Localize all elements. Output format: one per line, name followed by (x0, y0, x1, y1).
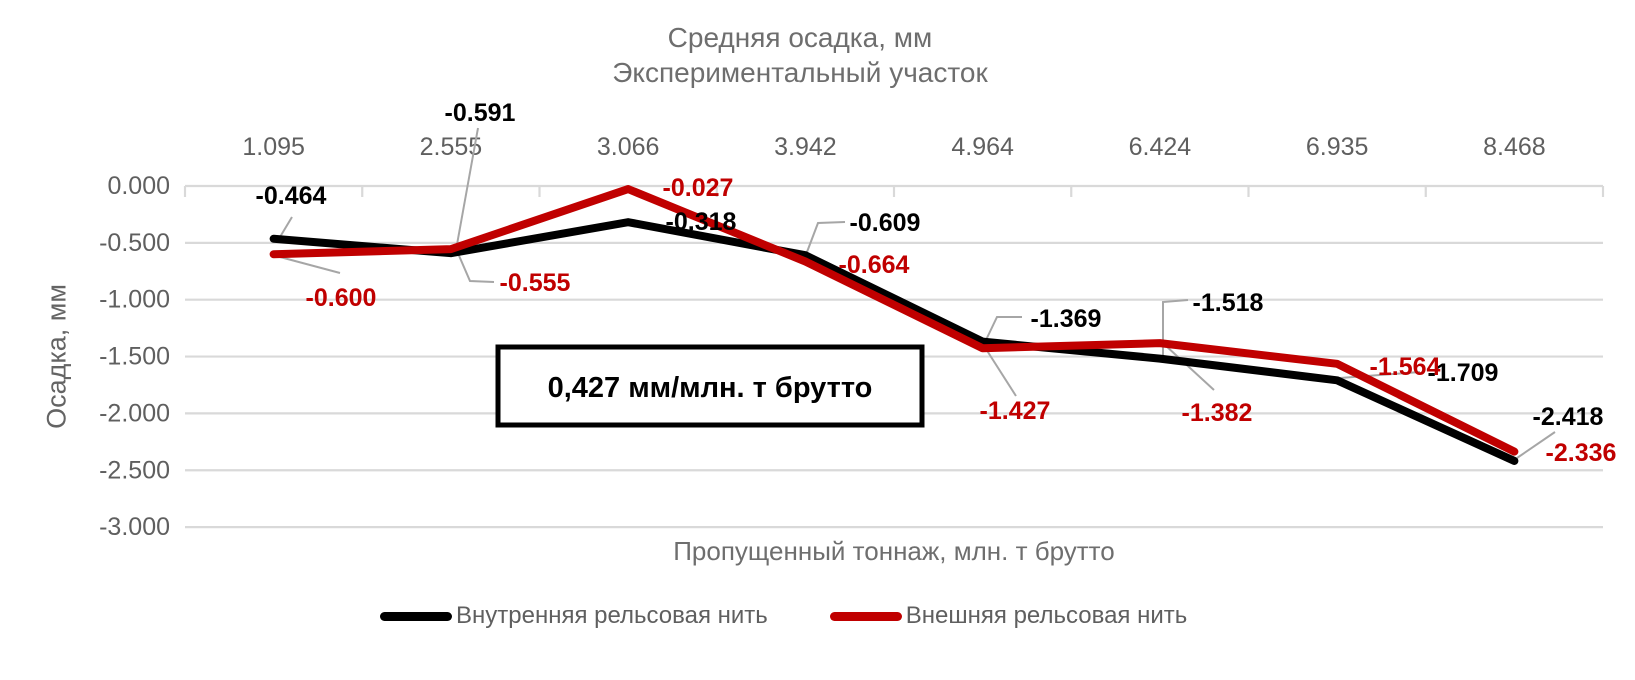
leader-line (455, 127, 479, 251)
legend-swatch-inner-rail-icon (380, 611, 452, 621)
annotation-text: 0,427 мм/млн. т брутто (548, 372, 873, 404)
data-label: -0.318 (666, 208, 737, 236)
x-tick-label: 4.964 (951, 133, 1014, 161)
data-label: -1.709 (1428, 359, 1499, 387)
leader-line (1164, 344, 1215, 391)
chart-title-line1: Средняя осадка, мм (667, 22, 933, 53)
y-tick-label: -2.500 (99, 456, 170, 484)
legend-label-outer-rail: Внешняя рельсовая нить (905, 602, 1188, 629)
data-label: -0.027 (663, 174, 734, 202)
data-label: -2.418 (1533, 403, 1604, 431)
y-tick-label: -3.000 (99, 513, 170, 541)
data-label: -0.555 (500, 269, 571, 297)
y-tick-label: -2.000 (99, 399, 170, 427)
legend-item-outer-rail: Внешняя рельсовая нить (829, 602, 1188, 630)
data-label: -1.564 (1370, 353, 1441, 381)
data-label: -0.600 (306, 284, 377, 312)
x-tick-label: 8.468 (1483, 133, 1546, 161)
leader-line (985, 348, 1017, 397)
legend: Внутренняя рельсовая нить Внешняя рельсо… (380, 602, 1187, 630)
data-label: -2.336 (1546, 439, 1617, 467)
legend-label-inner-rail: Внутренняя рельсовая нить (456, 602, 768, 629)
data-label: -1.427 (980, 397, 1051, 425)
legend-swatch-outer-rail-icon (829, 611, 902, 621)
data-label: -0.609 (850, 209, 921, 237)
data-label: -1.369 (1031, 305, 1102, 333)
x-tick-label: 3.942 (774, 133, 837, 161)
y-tick-label: -0.500 (99, 229, 170, 257)
leader-line (456, 250, 495, 283)
series-line-inner-rail (269, 218, 1519, 465)
x-tick-label: 6.935 (1306, 133, 1369, 161)
x-axis-title: Пропущенный тоннаж, млн. т брутто (673, 536, 1115, 566)
chart-title: Средняя осадка, мм Экспериментальный уча… (0, 20, 1600, 90)
x-tick-label: 3.066 (597, 133, 660, 161)
leader-line (279, 256, 341, 274)
annotation-box (495, 344, 925, 428)
data-label: -1.382 (1182, 399, 1253, 427)
leader-line (806, 221, 846, 253)
y-tick-label: 0.000 (107, 172, 170, 200)
data-label: -0.664 (839, 251, 910, 279)
leader-line (279, 216, 293, 238)
series-line-outer-rail (269, 185, 1519, 456)
data-label: -0.464 (256, 182, 327, 210)
y-tick-label: -1.500 (99, 343, 170, 371)
y-tick-label: -1.000 (99, 286, 170, 314)
x-tick-label: 1.095 (242, 133, 305, 161)
x-tick-label: 6.424 (1129, 133, 1192, 161)
leader-line (1339, 371, 1421, 379)
data-label: -0.591 (445, 99, 516, 127)
chart-title-line2: Экспериментальный участок (612, 57, 988, 88)
x-tick-label: 2.555 (420, 133, 483, 161)
data-label: -1.518 (1193, 289, 1264, 317)
legend-item-inner-rail: Внутренняя рельсовая нить (380, 602, 768, 630)
leader-line (985, 316, 1022, 341)
leader-line (1162, 299, 1189, 357)
leader-line (1516, 431, 1556, 459)
